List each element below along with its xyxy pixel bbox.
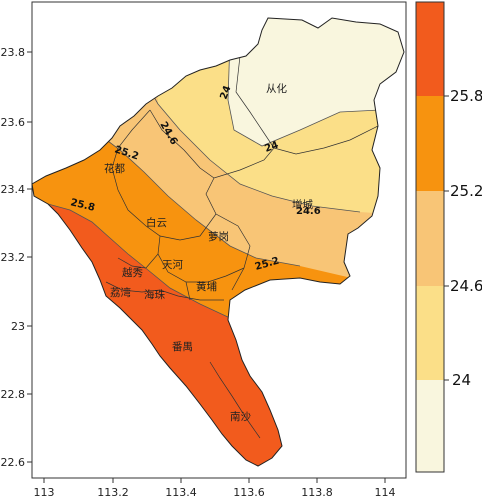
- boundary-baiyun: [111, 109, 217, 241]
- contour-line-24: [227, 39, 381, 147]
- colorbar-segment: [416, 286, 444, 380]
- district-label-group: 从化 花都 增城 白云 萝岗 天河 越秀 荔湾 海珠 黄埔 番禺 南沙: [104, 82, 313, 423]
- boundary-zengcheng-north: [273, 125, 379, 155]
- x-tick-label: 113: [34, 486, 55, 499]
- district-label-nansha: 南沙: [230, 410, 251, 423]
- y-tick-label: 23.4: [1, 183, 26, 196]
- district-label-luogang: 萝岗: [208, 231, 229, 243]
- colorbar-segment-lowest: [416, 380, 444, 472]
- colorbar: 25.8 25.2 24.6 24: [415, 1, 482, 473]
- x-tick-label: 113.8: [301, 486, 333, 499]
- colorbar-segment: [416, 191, 444, 286]
- district-label-liwan: 荔湾: [110, 286, 131, 299]
- district-label-yuexiu: 越秀: [122, 266, 143, 279]
- contour-line-25-2: [99, 134, 301, 267]
- x-axis: 113 113.2 113.4 113.6 113.8 114: [34, 478, 396, 499]
- district-label-huangpu: 黄埔: [196, 280, 217, 293]
- boundary-yuexiu: [117, 253, 159, 269]
- district-label-tianhe: 天河: [162, 259, 183, 271]
- colorbar-segment-highest: [416, 2, 444, 96]
- district-label-huadu: 花都: [104, 162, 125, 175]
- contour-label: 24.6: [296, 206, 321, 217]
- x-tick-label: 113.4: [165, 486, 197, 499]
- contour-label: 24: [218, 84, 233, 101]
- x-tick-label: 114: [375, 486, 396, 499]
- district-label-haizhu: 海珠: [144, 288, 165, 301]
- colorbar-frame: [415, 1, 445, 473]
- x-tick-label: 113.2: [97, 486, 129, 499]
- district-boundaries: [105, 55, 379, 439]
- boundary-huangpu: [185, 281, 191, 301]
- y-tick-label: 22.8: [1, 388, 26, 401]
- x-tick-label: 113.6: [233, 486, 265, 499]
- contour-line-24-6: [149, 89, 361, 213]
- y-tick-label: 23.2: [1, 251, 26, 264]
- boundary-haizhu: [105, 281, 224, 301]
- colorbar-segment: [416, 96, 444, 191]
- district-label-panyu: 番禺: [172, 341, 193, 353]
- y-tick-label: 23.6: [1, 116, 26, 129]
- boundary-nansha: [209, 361, 261, 439]
- colorbar-tick-label: 24: [452, 371, 471, 389]
- district-label-zengcheng: 增城: [292, 198, 313, 211]
- colorbar-tick-label: 25.2: [450, 182, 482, 200]
- colorbar-tick-label: 24.6: [450, 277, 482, 295]
- y-axis: 23.8 23.6 23.4 23.2 23 22.8 22.6: [1, 46, 32, 469]
- contour-label: 24: [263, 140, 280, 155]
- district-label-conghua: 从化: [266, 82, 287, 95]
- y-tick-label: 23: [11, 320, 25, 333]
- district-label-baiyun: 白云: [146, 216, 167, 229]
- boundary-conghua: [149, 55, 275, 179]
- y-tick-label: 22.6: [1, 456, 26, 469]
- colorbar-tick-label: 25.8: [450, 87, 482, 105]
- y-tick-label: 23.8: [1, 46, 26, 59]
